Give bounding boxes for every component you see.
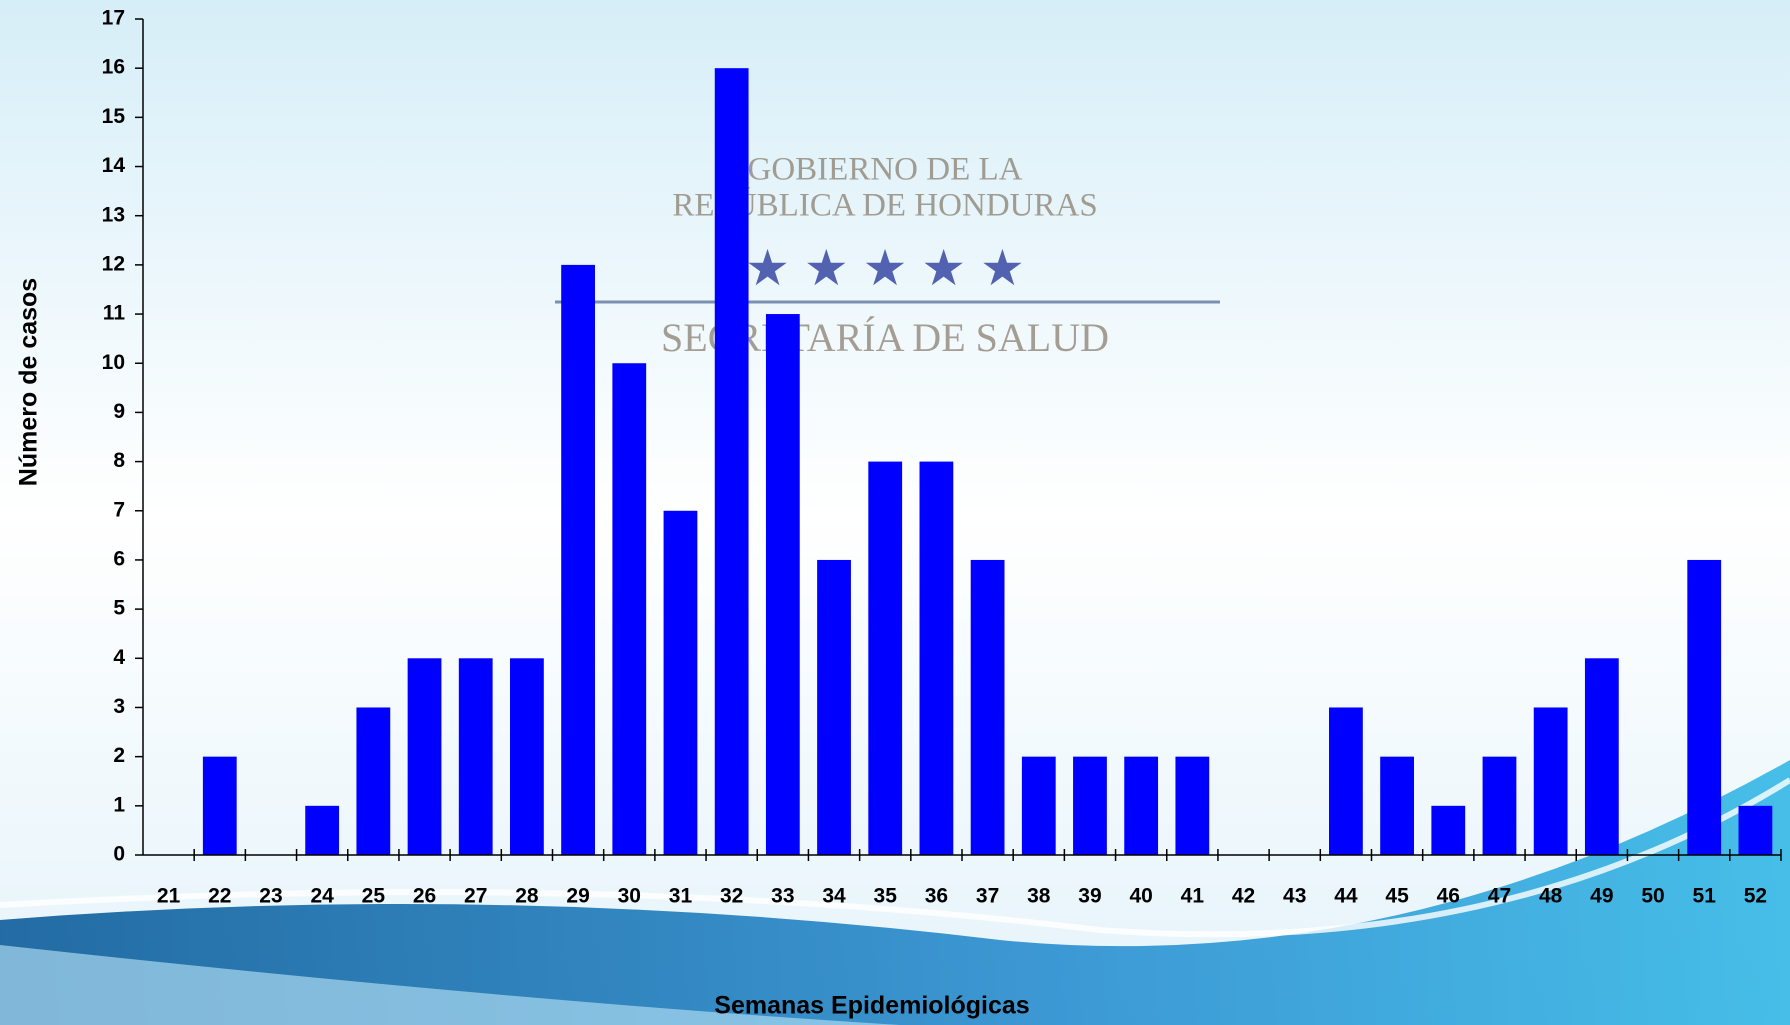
bar — [1584, 658, 1619, 855]
background-swoosh — [0, 760, 1790, 1025]
bar — [202, 756, 237, 855]
x-tick-label: 30 — [618, 885, 641, 908]
y-tick-label: 13 — [102, 203, 125, 226]
x-tick-label: 44 — [1334, 885, 1358, 908]
x-tick-label: 50 — [1641, 885, 1664, 908]
x-tick-label: 37 — [976, 885, 999, 908]
background-swoosh — [0, 777, 1790, 938]
watermark-stars: ★ ★ ★ ★ ★ — [745, 240, 1025, 296]
y-tick-label: 3 — [113, 695, 125, 718]
watermark-text: Gobierno de la — [748, 152, 1023, 188]
y-tick-label: 4 — [113, 646, 125, 669]
bar — [1124, 756, 1159, 855]
bar — [919, 461, 954, 855]
x-tick-label: 23 — [259, 885, 282, 908]
x-tick-label: 25 — [362, 885, 386, 908]
bar — [510, 658, 544, 855]
y-tick-label: 0 — [113, 843, 125, 866]
x-tick-label: 35 — [874, 885, 898, 908]
x-tick-label: 21 — [157, 885, 181, 908]
bar — [663, 510, 698, 855]
x-tick-label: 22 — [208, 885, 231, 908]
x-tick-label: 49 — [1590, 885, 1613, 908]
bar — [970, 559, 1005, 855]
y-tick-label: 9 — [113, 400, 125, 423]
x-tick-label: 24 — [310, 885, 334, 908]
x-tick-label: 39 — [1078, 885, 1101, 908]
y-tick-label: 14 — [102, 154, 126, 177]
bar — [1738, 805, 1773, 855]
y-tick-label: 1 — [113, 793, 125, 816]
y-tick-label: 8 — [113, 449, 125, 472]
x-tick-label: 43 — [1283, 885, 1306, 908]
bar — [1175, 756, 1210, 855]
x-tick-label: 28 — [515, 885, 539, 908]
x-tick-label: 34 — [822, 885, 846, 908]
bar — [714, 68, 749, 856]
x-tick-label: 32 — [720, 885, 743, 908]
x-tick-label: 48 — [1539, 885, 1563, 908]
x-tick-label: 42 — [1232, 885, 1255, 908]
x-tick-label: 38 — [1027, 885, 1051, 908]
y-tick-label: 16 — [102, 56, 125, 79]
bar — [1687, 559, 1722, 855]
y-tick-label: 15 — [102, 105, 126, 128]
bar — [1380, 756, 1414, 855]
y-tick-label: 7 — [113, 498, 125, 521]
x-axis-title: Semanas Epidemiológicas — [714, 992, 1029, 1020]
y-tick-label: 17 — [102, 7, 125, 30]
y-tick-label: 12 — [102, 252, 125, 275]
bar — [458, 658, 493, 855]
bar — [1482, 756, 1517, 855]
bar — [1329, 707, 1363, 855]
x-tick-label: 41 — [1181, 885, 1205, 908]
x-tick-label: 31 — [669, 885, 693, 908]
x-tick-label: 51 — [1693, 885, 1717, 908]
background-swoosh — [0, 945, 900, 1025]
bar — [1073, 756, 1107, 855]
bar — [407, 658, 442, 855]
x-tick-label: 33 — [771, 885, 794, 908]
y-axis-title: Número de casos — [15, 278, 43, 486]
x-tick-label: 29 — [566, 885, 589, 908]
x-tick-label: 46 — [1437, 885, 1460, 908]
bar — [561, 264, 595, 856]
y-tick-label: 5 — [113, 597, 125, 620]
bar — [612, 363, 647, 855]
y-tick-label: 6 — [113, 547, 125, 570]
x-tick-label: 47 — [1488, 885, 1511, 908]
bar — [1533, 707, 1568, 855]
x-tick-label: 52 — [1744, 885, 1767, 908]
x-tick-label: 45 — [1385, 885, 1409, 908]
x-tick-label: 36 — [925, 885, 948, 908]
x-tick-label: 27 — [464, 885, 487, 908]
bar — [765, 314, 800, 855]
x-tick-label: 26 — [413, 885, 436, 908]
bar — [305, 805, 340, 855]
bar — [817, 559, 851, 855]
bar — [868, 461, 903, 855]
x-tick-label: 40 — [1129, 885, 1152, 908]
bar — [356, 707, 391, 855]
y-tick-label: 2 — [113, 744, 125, 767]
y-tick-label: 11 — [103, 302, 126, 325]
bar — [1021, 756, 1056, 855]
bar — [1431, 805, 1466, 855]
y-tick-label: 10 — [102, 351, 125, 374]
